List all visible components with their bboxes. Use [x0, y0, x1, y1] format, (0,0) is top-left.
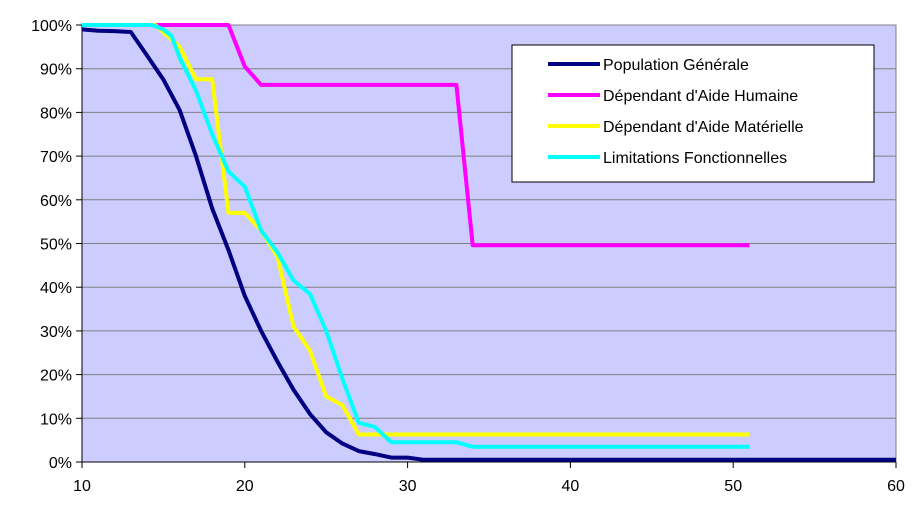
- x-tick-label: 60: [887, 478, 905, 495]
- legend-label: Limitations Fonctionnelles: [603, 150, 787, 167]
- x-tick-label: 30: [399, 478, 417, 495]
- y-tick-label: 100%: [31, 18, 72, 35]
- x-tick-label: 50: [724, 478, 742, 495]
- y-tick-label: 30%: [40, 324, 72, 341]
- x-tick-label: 40: [562, 478, 580, 495]
- y-axis: 0% 10% 20% 30% 40% 50% 60% 70% 80% 90% 100%: [31, 18, 83, 472]
- y-tick-label: 0%: [49, 455, 72, 472]
- x-tick-label: 10: [73, 478, 91, 495]
- y-tick-label: 20%: [40, 368, 72, 385]
- y-tick-label: 10%: [40, 411, 72, 428]
- legend: Population Générale Dépendant d'Aide Huma…: [511, 44, 875, 183]
- x-axis: 10 20 30 40 50 60: [73, 461, 905, 495]
- y-tick-label: 40%: [40, 280, 72, 297]
- x-tick-label: 20: [236, 478, 254, 495]
- y-tick-label: 60%: [40, 193, 72, 210]
- legend-label: Dépendant d'Aide Matérielle: [603, 119, 804, 136]
- series-lines: [81, 23, 896, 462]
- series-line-3: [82, 23, 750, 449]
- legend-box: [511, 44, 875, 183]
- series-line-0: [81, 27, 896, 462]
- legend-label: Dépendant d'Aide Humaine: [603, 88, 798, 105]
- y-tick-label: 50%: [40, 237, 72, 254]
- y-tick-label: 90%: [40, 62, 72, 79]
- y-tick-label: 80%: [40, 105, 72, 122]
- legend-label: Population Générale: [603, 57, 749, 74]
- series-line-1: [82, 23, 750, 248]
- y-tick-label: 70%: [40, 149, 72, 166]
